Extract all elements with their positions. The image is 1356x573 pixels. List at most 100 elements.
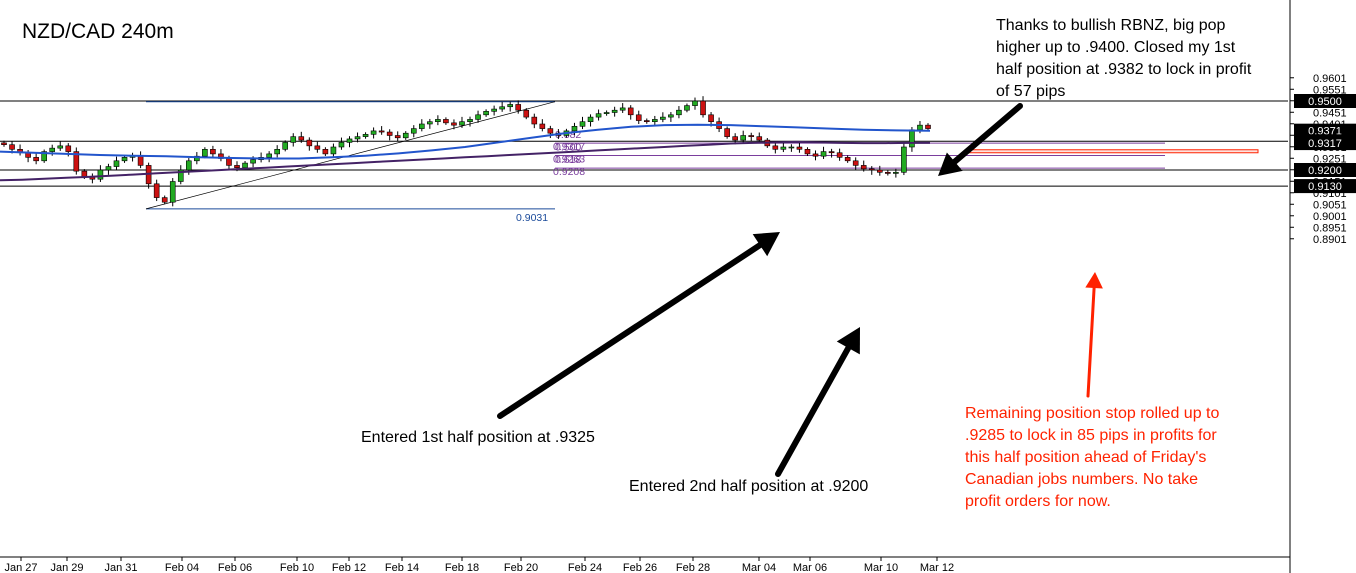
candle-body	[917, 124, 923, 131]
candle-body	[234, 165, 240, 168]
arrow-to-high-shaft	[951, 103, 1023, 165]
x-tick-label: Feb 28	[676, 562, 710, 573]
annotation-entry-2: Entered 2nd half position at .9200	[629, 478, 869, 495]
y-tick-label: 0.9551	[1313, 84, 1347, 96]
candle-body	[33, 157, 39, 162]
candle-body	[194, 155, 200, 162]
x-tick-label: Feb 18	[445, 562, 479, 573]
arrow-to-high-head	[938, 152, 963, 176]
candle-body	[627, 107, 634, 116]
candle-body	[836, 152, 843, 158]
candle-body	[876, 169, 883, 173]
candle-body	[539, 123, 546, 129]
price-level-box	[1294, 123, 1356, 138]
arrow-to-entry-1-shaft	[497, 242, 763, 419]
candle-body	[346, 138, 353, 143]
x-tick-label: Feb 14	[385, 562, 419, 573]
moving-averages	[0, 123, 931, 182]
y-tick-label: 0.9451	[1313, 107, 1347, 119]
price-level-box	[1294, 136, 1356, 151]
ma-blue-line	[0, 123, 931, 160]
y-tick-label: 0.8951	[1313, 222, 1347, 234]
candle-body	[523, 109, 530, 118]
x-tick-label: Feb 10	[280, 562, 314, 573]
candle-body	[169, 181, 176, 203]
candle-body	[820, 151, 827, 157]
candle-body	[780, 146, 787, 150]
candle-body	[467, 119, 473, 123]
candle-body	[812, 153, 819, 157]
x-tick-label: Jan 29	[50, 562, 83, 573]
candle-body	[41, 151, 47, 162]
candle-body	[676, 109, 682, 116]
swing-low-label: 0.9031	[516, 212, 548, 224]
x-tick-label: Jan 27	[4, 562, 37, 573]
candle-body	[242, 162, 248, 169]
candle-body	[668, 114, 674, 118]
candle-body	[210, 149, 216, 155]
ma-purple-line	[0, 140, 930, 182]
candle-body	[57, 145, 64, 149]
annotation-line: this half position ahead of Friday's	[965, 449, 1207, 466]
annotation-pop-higher: Thanks to bullish RBNZ, big pop higher u…	[996, 15, 1251, 103]
chart-title: NZD/CAD 240m	[22, 20, 174, 43]
price-level-box-label: 0.9200	[1308, 165, 1342, 177]
price-level-box-label: 0.9500	[1308, 96, 1342, 108]
annotation-stop-rolled: Remaining position stop rolled up to .92…	[965, 403, 1219, 513]
annotation-line: Remaining position stop rolled up to	[965, 405, 1220, 422]
candle-body	[105, 166, 112, 171]
y-tick-label: 0.9601	[1313, 73, 1347, 85]
y-tick-label: 0.8901	[1313, 234, 1347, 246]
annotation-line: half position at .9382 to lock in profit	[996, 61, 1252, 78]
y-tick-label: 0.9001	[1313, 211, 1347, 223]
annotation-line: .9285 to lock in 85 pips in profits for	[965, 427, 1217, 444]
candlesticks	[1, 96, 931, 207]
candle-body	[65, 145, 72, 152]
candle-body	[121, 157, 128, 162]
candle-body	[619, 107, 626, 111]
candle-body	[860, 165, 867, 170]
stop-zone-rect	[965, 149, 1259, 154]
candle-body	[435, 119, 441, 123]
annotation-arrows	[497, 103, 1103, 477]
candle-body	[266, 153, 272, 158]
candle-body	[571, 126, 578, 132]
candle-body	[692, 100, 698, 106]
time-axis: Jan 27 Jan 29 Jan 31 Feb 04 Feb 06 Feb 10 Feb …	[0, 556, 1290, 573]
candle-body	[885, 172, 891, 174]
candle-body	[394, 135, 401, 139]
candle-body	[844, 157, 851, 162]
candle-body	[362, 134, 369, 137]
candle-body	[643, 120, 650, 123]
candle-body	[459, 121, 465, 126]
x-tick-label: Mar 12	[920, 562, 954, 573]
candle-body	[828, 151, 835, 154]
candle-body	[354, 136, 361, 140]
candle-body	[9, 144, 15, 150]
price-level-box-label: 0.9130	[1308, 181, 1342, 193]
candle-body	[1, 142, 7, 146]
x-tick-label: Feb 12	[332, 562, 366, 573]
annotation-line: higher up to .9400. Closed my 1st	[996, 39, 1236, 56]
candle-body	[660, 116, 666, 120]
candle-body	[113, 160, 120, 167]
candle-body	[282, 142, 289, 150]
candle-body	[49, 147, 56, 152]
candle-body	[507, 104, 513, 108]
candle-body	[796, 146, 803, 150]
price-level-box	[1294, 163, 1356, 177]
candle-body	[852, 160, 859, 166]
x-tick-label: Feb 24	[568, 562, 602, 573]
candle-body	[386, 131, 393, 136]
candle-body	[748, 135, 755, 137]
candle-body	[483, 111, 489, 116]
candle-body	[531, 116, 538, 125]
candle-body	[635, 114, 642, 121]
annotation-line: of 57 pips	[996, 83, 1066, 100]
candle-body	[724, 128, 730, 137]
price-level-box	[1294, 94, 1356, 108]
fib-price-label: 0.9317	[553, 141, 585, 153]
candle-body	[475, 114, 481, 120]
